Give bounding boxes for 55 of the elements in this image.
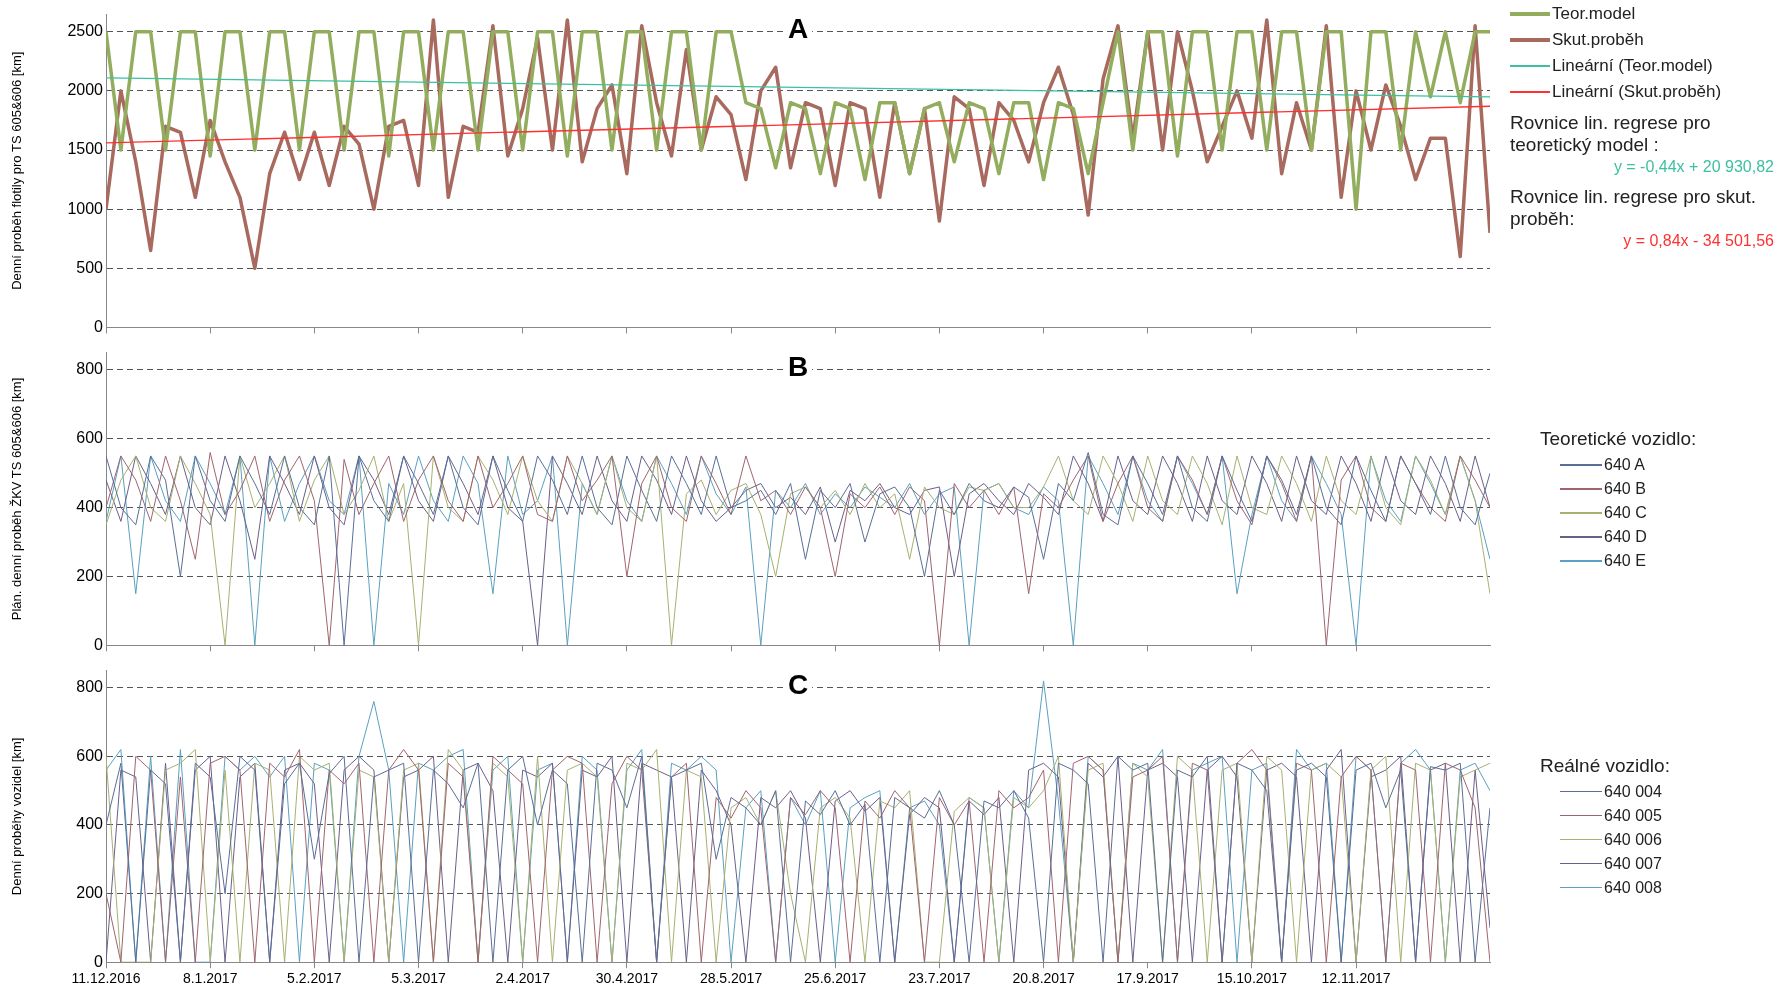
legend-title: Teoretické vozidlo: (1540, 428, 1698, 450)
y-tick-label: 0 (94, 952, 104, 970)
x-tick-label: 12.11.2017 (1321, 970, 1391, 987)
x-tick-label: 20.8.2017 (1012, 970, 1075, 987)
y-tick-label: 600 (76, 429, 104, 447)
x-tick-label: 23.7.2017 (908, 970, 971, 987)
y-tick-label: 1500 (67, 140, 104, 158)
legend-label: 640 A (1604, 456, 1645, 474)
legend-title: Reálné vozidlo: (1540, 754, 1671, 777)
y-tick-label: 0 (94, 317, 104, 335)
x-tick-label: 17.9.2017 (1116, 970, 1180, 987)
chart-title: A (787, 12, 809, 44)
y-tick-label: 800 (76, 678, 104, 696)
legend-label: 640 D (1604, 528, 1647, 546)
y-tick-label: 1000 (67, 199, 104, 217)
x-tick-label: 5.2.2017 (287, 970, 342, 987)
x-tick-label: 2.4.2017 (495, 970, 551, 987)
x-tick-label: 11.12.2016 (71, 970, 141, 987)
x-tick-label: 5.3.2017 (391, 970, 446, 987)
legend-label: Skut.proběh (1552, 30, 1644, 50)
legend-label: 640 007 (1604, 854, 1662, 873)
legend-label: Lineární (Skut.proběh) (1552, 82, 1722, 102)
x-tick-label: 28.5.2017 (699, 970, 763, 987)
text: Rovnice lin. regrese pro skut. proběh: (1510, 186, 1758, 230)
legend-label: 640 008 (1604, 878, 1662, 897)
y-tick-label: 600 (76, 746, 104, 764)
text: y = -0,44x + 20 930,82 (1612, 158, 1775, 176)
text: y = 0,84x - 34 501,56 (1622, 232, 1775, 250)
y-tick-label: 200 (76, 566, 104, 584)
legend-label: 640 005 (1604, 806, 1662, 825)
y-tick-label: 400 (76, 498, 104, 516)
y-tick-label: 400 (76, 815, 104, 833)
legend-label: 640 004 (1604, 782, 1662, 801)
y-tick-label: 2000 (67, 81, 104, 99)
y-axis-title: Denní proběhy vozidel [km] (9, 737, 25, 896)
legend-label: 640 E (1604, 552, 1646, 570)
x-tick-label: 30.4.2017 (595, 970, 659, 987)
text: Rovnice lin. regrese pro teoretický model : (1510, 112, 1712, 156)
chart-title: C (787, 669, 809, 701)
y-tick-label: 2500 (67, 22, 104, 40)
x-tick-label: 25.6.2017 (804, 970, 867, 987)
y-tick-label: 800 (76, 360, 104, 378)
x-tick-label: 8.1.2017 (182, 970, 238, 987)
legend-label: Lineární (Teor.model) (1552, 56, 1713, 76)
y-tick-label: 500 (76, 258, 104, 276)
legend-label: 640 B (1604, 480, 1646, 498)
legend-label: 640 006 (1604, 830, 1662, 849)
y-axis-title: Denní proběh flotily pro TS 605&606 [km] (9, 51, 25, 290)
x-tick-label: 15.10.2017 (1216, 970, 1288, 987)
chart-title: B (787, 351, 809, 383)
legend-label: Teor.model (1552, 4, 1636, 24)
y-axis-title: Plán. denní proběh ŽKV TS 605&606 [km] (9, 377, 25, 621)
legend-label: 640 C (1604, 504, 1647, 522)
y-tick-label: 200 (76, 883, 104, 901)
y-tick-label: 0 (94, 635, 104, 653)
